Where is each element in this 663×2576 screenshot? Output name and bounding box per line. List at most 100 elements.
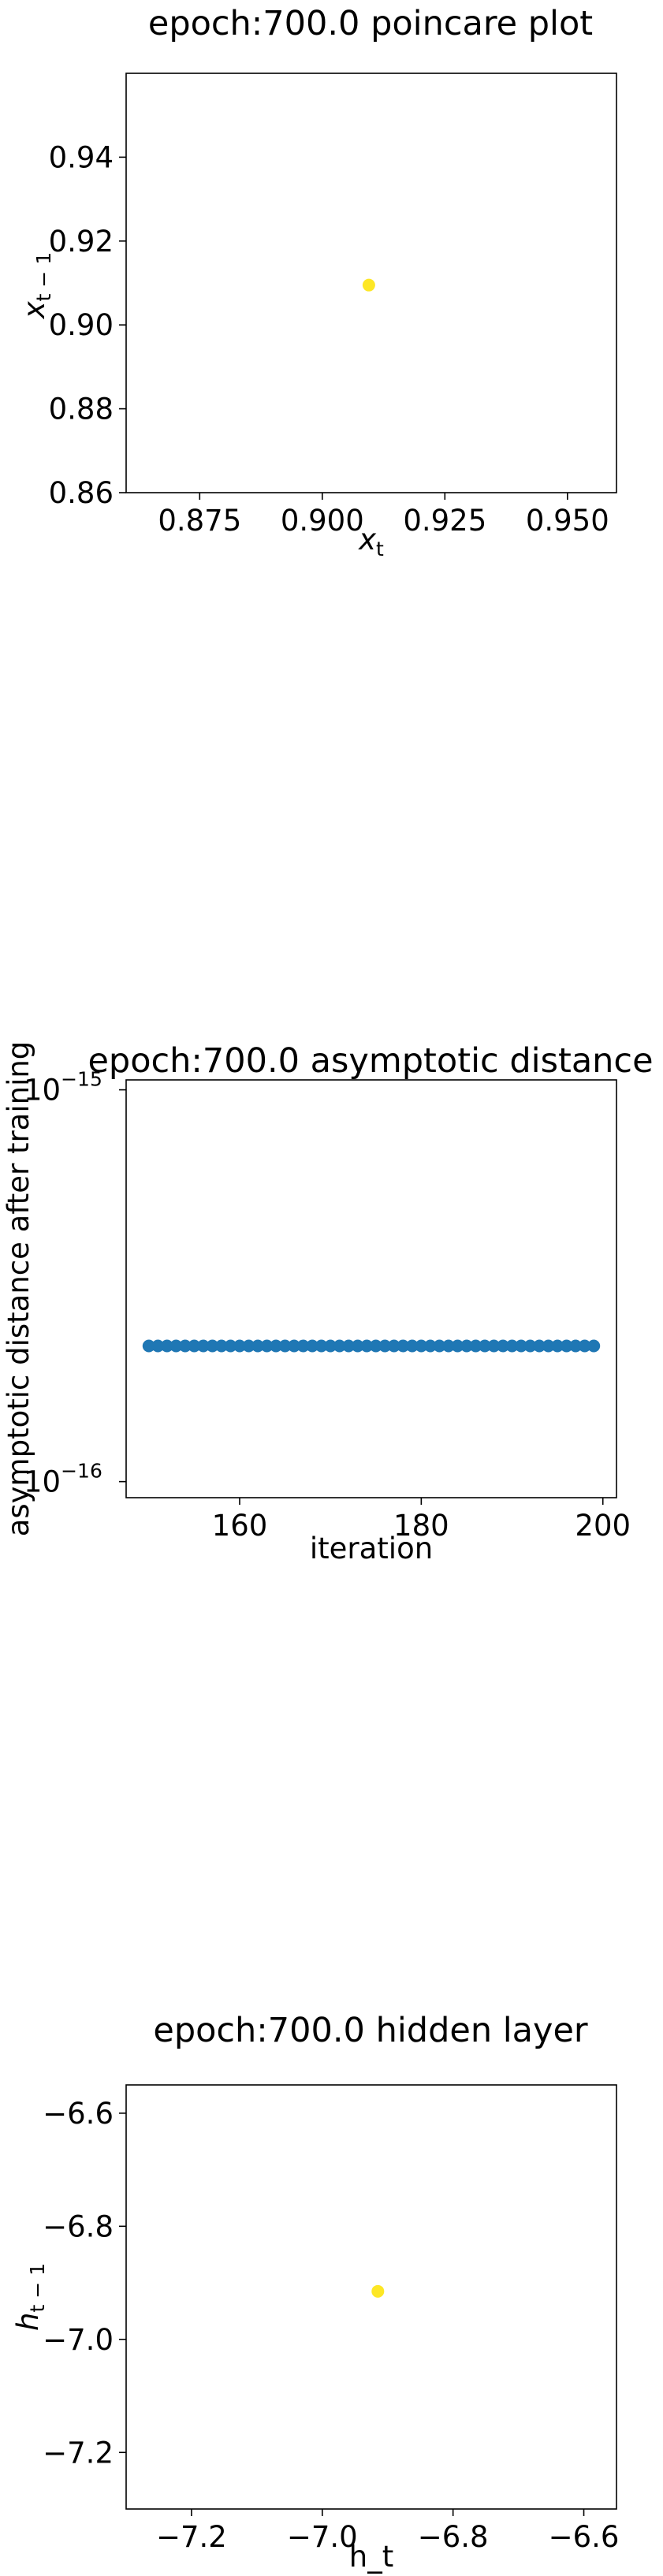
data-point (505, 1339, 519, 1353)
data-point (306, 1339, 319, 1353)
data-point (587, 1339, 601, 1353)
data-point (533, 1339, 546, 1353)
x-tick-label: 160 (212, 1509, 268, 1543)
y-axis-label: asymptotic distance after training (2, 1041, 35, 1537)
plot-frame (125, 73, 617, 493)
data-point (142, 1339, 155, 1353)
data-point (569, 1339, 583, 1353)
y-tick-base: 10 (24, 1074, 61, 1107)
data-point (551, 1339, 564, 1353)
data-point (270, 1339, 283, 1353)
y-tick-label: 0.92 (49, 225, 114, 259)
data-point (405, 1339, 419, 1353)
plot-frame (125, 1079, 617, 1498)
data-point (333, 1339, 346, 1353)
y-tick-label: 10−16 (24, 1460, 102, 1499)
data-point (441, 1339, 455, 1353)
y-tick-label: 10−15 (24, 1068, 102, 1107)
y-tick-label: 0.88 (49, 393, 114, 426)
data-point (233, 1339, 246, 1353)
data-point (169, 1339, 183, 1353)
x-tick-label: 0.875 (158, 504, 241, 538)
data-point (497, 1339, 510, 1353)
y-tick-exponent: −16 (61, 1460, 102, 1483)
data-point (560, 1339, 573, 1353)
data-point (296, 1339, 310, 1353)
y-axis-ticks: 0.86 0.88 0.90 0.92 0.94 (49, 140, 126, 510)
y-tick-label: −7.2 (43, 2436, 114, 2470)
chart-title: epoch:700.0 poincare plot (148, 4, 593, 43)
data-point (278, 1339, 292, 1353)
data-point (433, 1339, 446, 1353)
data-point (478, 1339, 491, 1353)
x-tick-label: −6.6 (549, 2520, 620, 2554)
x-axis-ticks: −7.2 −7.0 −6.8 −6.6 (156, 2509, 619, 2554)
data-point (578, 1339, 591, 1353)
data-point (423, 1339, 437, 1353)
data-point (369, 1339, 382, 1353)
data-point (206, 1339, 219, 1353)
data-point (542, 1339, 555, 1353)
data-point (360, 1339, 374, 1353)
y-tick-label: 0.90 (49, 308, 114, 342)
data-point (242, 1339, 255, 1353)
data-point (324, 1339, 337, 1353)
x-axis-label: xt (358, 523, 384, 560)
y-axis-label: ht − 1 (11, 2263, 49, 2331)
data-point (515, 1339, 528, 1353)
x-axis-ticks: 0.875 0.900 0.925 0.950 (158, 493, 609, 538)
data-point (351, 1339, 364, 1353)
data-point (224, 1339, 237, 1353)
chart-title: epoch:700.0 asymptotic distance (88, 1041, 653, 1081)
data-point (460, 1339, 473, 1353)
data-point (160, 1339, 173, 1353)
x-tick-label: 200 (575, 1509, 631, 1543)
y-tick-base: 10 (24, 1465, 61, 1499)
plot-frame (125, 2084, 617, 2510)
data-points (371, 2284, 385, 2298)
data-point (469, 1339, 482, 1353)
data-point (415, 1339, 428, 1353)
x-axis-ticks: 160 180 200 (212, 1498, 631, 1543)
data-point (196, 1339, 210, 1353)
x-axis-label: iteration (310, 1532, 433, 1565)
y-tick-label: 0.86 (49, 476, 114, 510)
data-point (178, 1339, 192, 1353)
x-tick-label: 0.925 (403, 504, 486, 538)
chart-title: epoch:700.0 hidden layer (153, 2011, 588, 2050)
data-point (251, 1339, 265, 1353)
x-tick-label: 180 (393, 1509, 449, 1543)
x-tick-label: 0.900 (281, 504, 364, 538)
poincare-plot-chart: epoch:700.0 poincare plot 0.875 0.900 0.92… (17, 4, 617, 560)
x-tick-label: −7.2 (156, 2520, 227, 2554)
y-tick-label: −7.0 (43, 2323, 114, 2357)
y-tick-label: −6.8 (43, 2209, 114, 2243)
data-point (342, 1339, 356, 1353)
data-point (451, 1339, 464, 1353)
data-points (362, 278, 375, 292)
data-point (397, 1339, 410, 1353)
data-point (315, 1339, 328, 1353)
data-point (151, 1339, 165, 1353)
y-tick-exponent: −15 (61, 1068, 102, 1091)
y-tick-label: −6.6 (43, 2097, 114, 2131)
hidden-layer-chart: epoch:700.0 hidden layer −7.2 −7.0 −6.8 −6.… (11, 2011, 619, 2574)
data-point (378, 1339, 392, 1353)
data-point (214, 1339, 228, 1353)
data-point (288, 1339, 301, 1353)
asymptotic-distance-chart: epoch:700.0 asymptotic distance 160 180 20… (2, 1041, 654, 1565)
data-point (362, 278, 375, 292)
data-point (371, 2284, 385, 2298)
y-tick-label: 0.94 (49, 140, 114, 174)
data-point (387, 1339, 400, 1353)
data-point (523, 1339, 537, 1353)
data-point (260, 1339, 274, 1353)
x-tick-label: −6.8 (418, 2520, 489, 2554)
data-points (142, 1339, 601, 1353)
x-axis-label: h_t (349, 2540, 393, 2574)
data-point (487, 1339, 501, 1353)
data-point (188, 1339, 201, 1353)
y-axis-ticks: −7.2 −7.0 −6.8 −6.6 (43, 2097, 126, 2470)
